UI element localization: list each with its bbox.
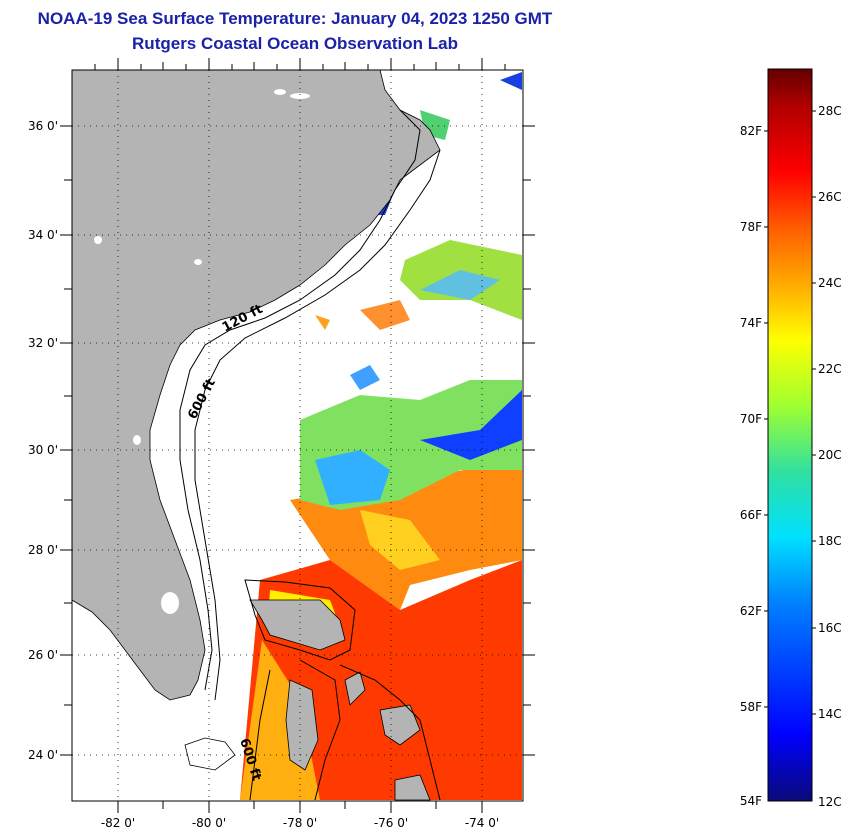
colorbar-label-c: 12C [818, 795, 842, 809]
lon-label: -80 0' [192, 816, 226, 830]
colorbar-label-c: 20C [818, 448, 842, 462]
map-title: NOAA-19 Sea Surface Temperature: January… [37, 9, 553, 28]
lat-label: 36 0' [28, 119, 58, 133]
colorbar: 82F 78F 74F 70F 66F 62F 58F 54F 28C 26C … [740, 68, 842, 809]
map-area: 120 ft 600 ft 600 ft [72, 70, 523, 801]
colorbar-label-c: 16C [818, 621, 842, 635]
colorbar-label-f: 74F [740, 316, 762, 330]
lon-label: -82 0' [101, 816, 135, 830]
colorbar-label-f: 70F [740, 412, 762, 426]
colorbar-label-f: 62F [740, 604, 762, 618]
lon-label: -78 0' [283, 816, 317, 830]
colorbar-label-c: 18C [818, 534, 842, 548]
colorbar-label-f: 54F [740, 794, 762, 808]
lat-label: 24 0' [28, 748, 58, 762]
lat-label: 32 0' [28, 336, 58, 350]
land [72, 70, 441, 801]
colorbar-label-c: 28C [818, 104, 842, 118]
latitude-labels: 36 0' 34 0' 32 0' 30 0' 28 0' 26 0' 24 0… [28, 119, 58, 762]
colorbar-label-f: 66F [740, 508, 762, 522]
lat-label: 34 0' [28, 228, 58, 242]
longitude-labels: -82 0' -80 0' -78 0' -76 0' -74 0' [101, 816, 499, 830]
colorbar-label-c: 24C [818, 276, 842, 290]
colorbar-ticks [764, 110, 816, 715]
map-subtitle: Rutgers Coastal Ocean Observation Lab [132, 34, 458, 53]
colorbar-label-c: 22C [818, 362, 842, 376]
lon-label: -76 0' [374, 816, 408, 830]
lat-label: 28 0' [28, 543, 58, 557]
lat-label: 30 0' [28, 443, 58, 457]
colorbar-label-f: 78F [740, 220, 762, 234]
colorbar-label-f: 82F [740, 124, 762, 138]
colorbar-label-c: 26C [818, 190, 842, 204]
lon-label: -74 0' [465, 816, 499, 830]
isobath-lines [179, 109, 441, 801]
map-frame [71, 69, 524, 802]
lat-label: 26 0' [28, 648, 58, 662]
colorbar-label-f: 58F [740, 700, 762, 714]
colorbar-label-c: 14C [818, 707, 842, 721]
colorbar-gradient [767, 68, 813, 802]
axis-ticks [60, 58, 535, 813]
